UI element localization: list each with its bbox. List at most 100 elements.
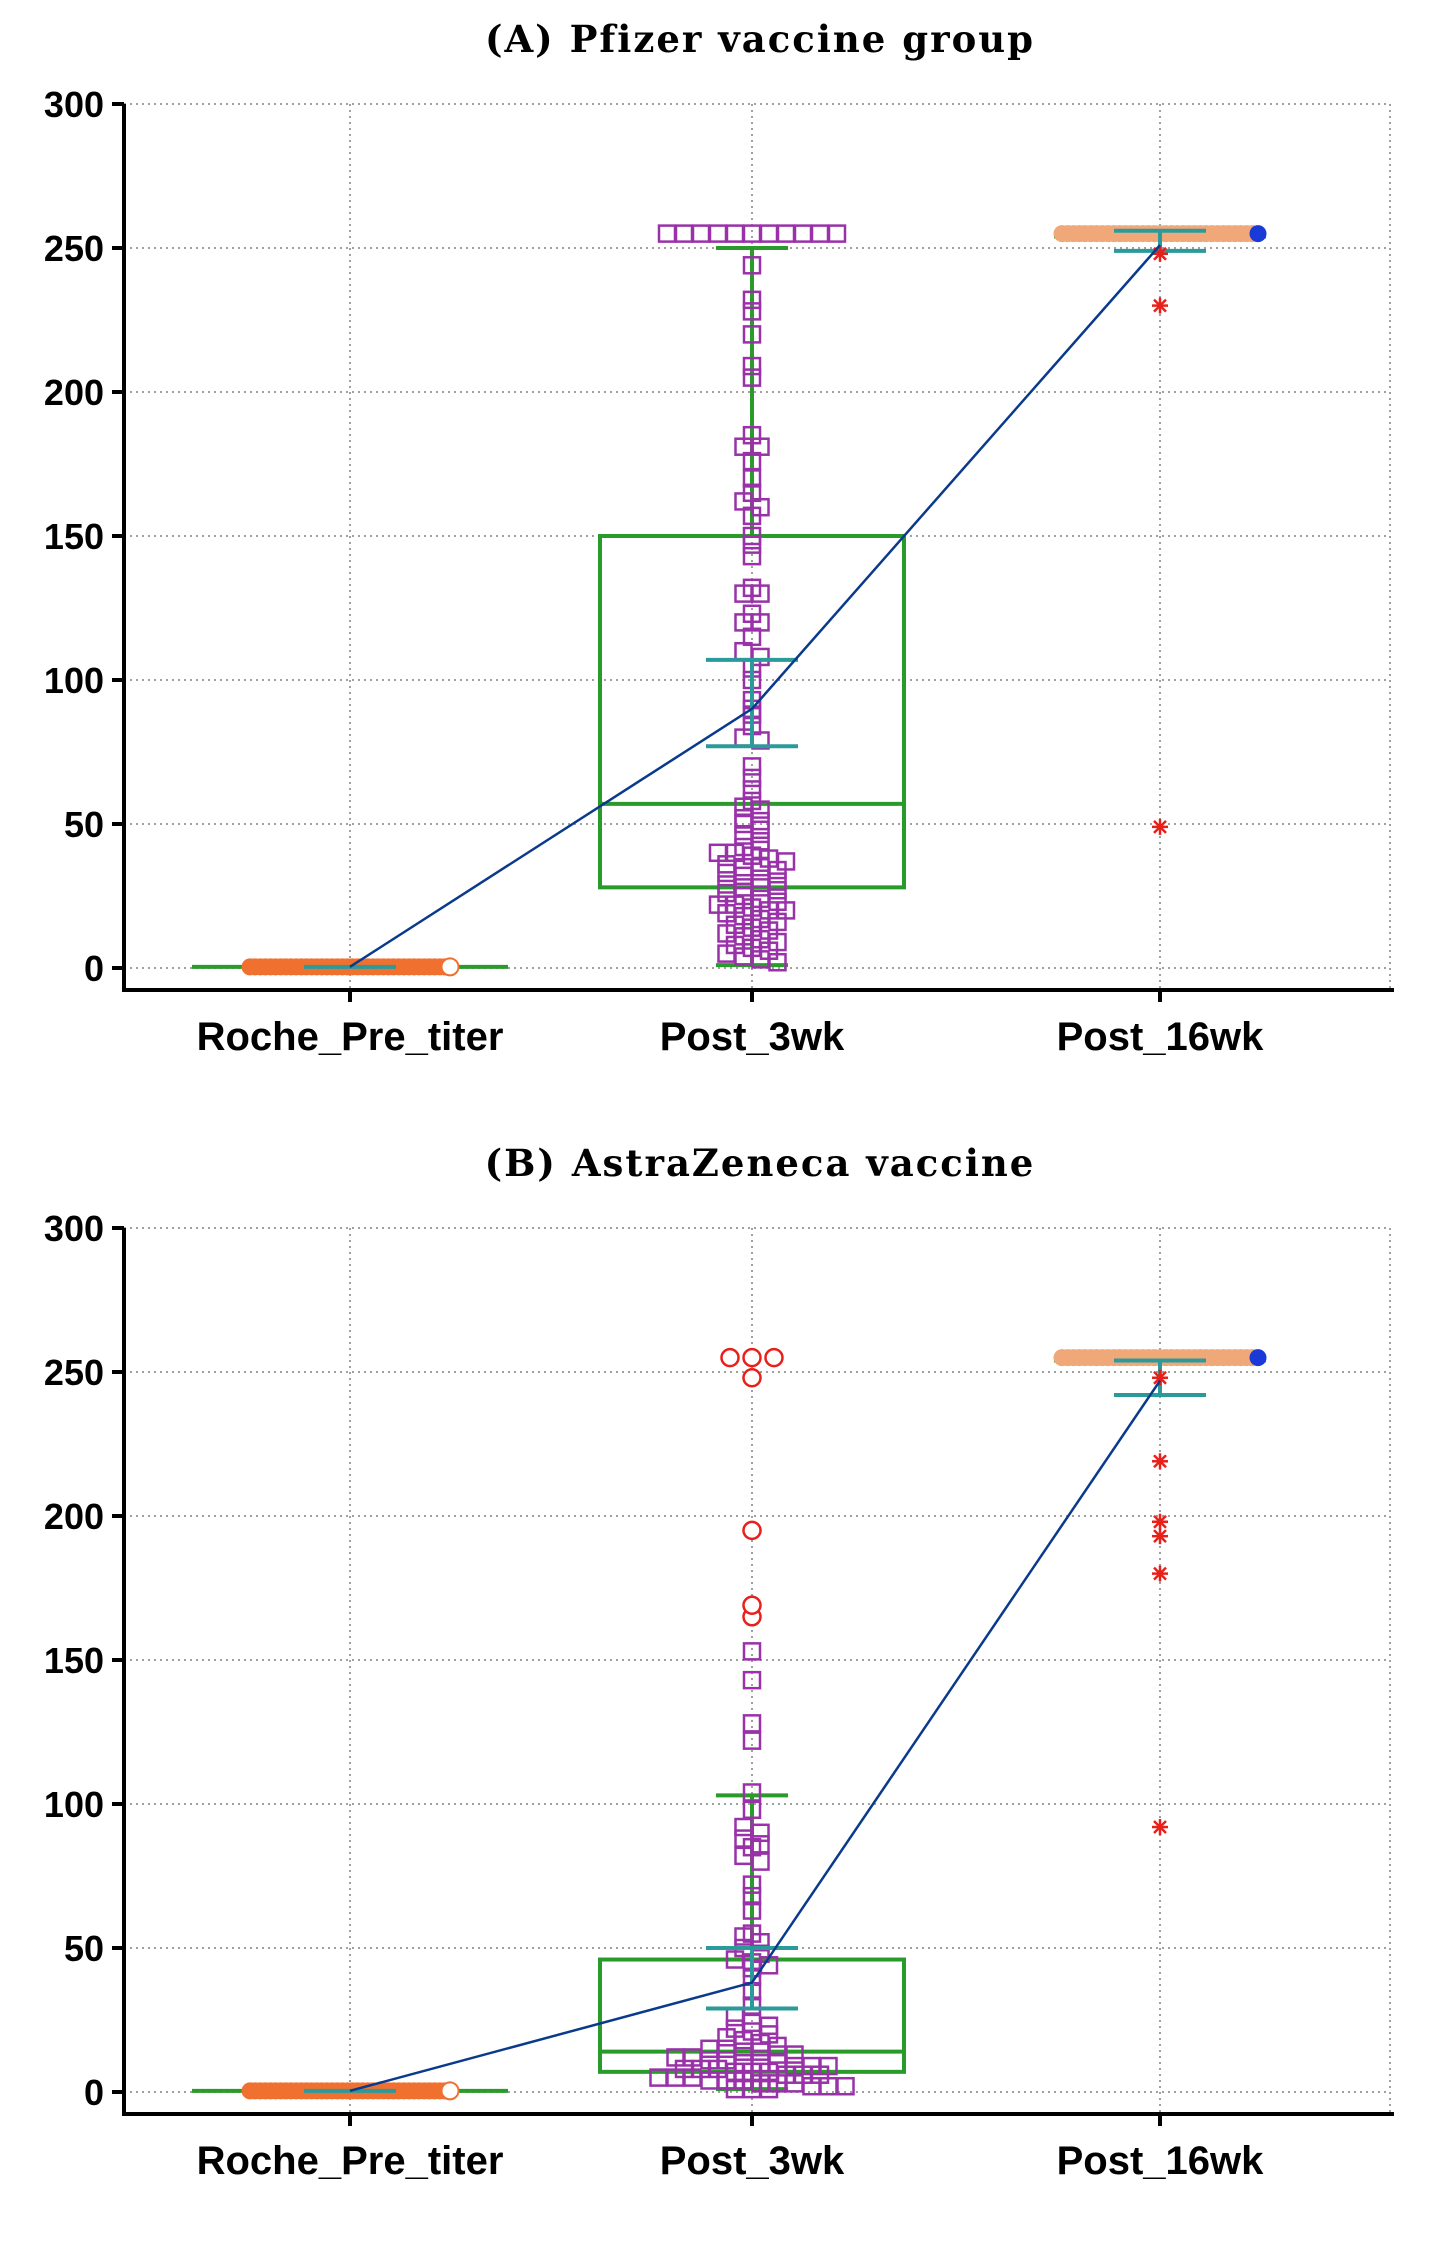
chart-b-point [751,1835,770,1854]
chart-b-mean-line [349,1379,1162,2093]
chart-a-point [751,647,770,667]
chart-b-outlier [1152,1513,1168,1530]
chart-a-point [810,224,830,243]
chart-a-point [742,425,762,445]
chart-a-point [742,224,762,243]
chart-b-point [785,2045,804,2064]
chart-b-outlier [1152,1453,1168,1470]
chart-a-point [742,325,762,344]
chart-b-outlier [1152,1565,1168,1582]
chart-panel-a: (A) Pfizer vaccine group 0 50 100 150 200 250 3… [44,17,1394,1059]
chart-b-point [1249,1349,1267,1367]
chart-b-outlier [742,1595,762,1616]
chart-a-point [742,469,762,488]
chart-b-x-tick-label: Roche_Pre_titer [197,2139,504,2183]
chart-b-y-tick-label: 0 [84,2072,104,2113]
chart-a-point [742,483,762,503]
chart-b-y-tick-label: 100 [44,1784,104,1825]
chart-a-point [742,546,762,566]
chart-b-y-tick-label: 300 [44,1208,104,1249]
chart-a-point [768,872,787,891]
chart-b-point [725,2007,745,2027]
chart-b-y-tick-label: 200 [44,1496,104,1537]
chart-a-outlier [1152,297,1168,314]
chart-a-point [742,356,762,376]
chart-a-point [793,224,813,243]
chart-a-point [742,256,762,275]
chart-a-point [440,957,460,977]
chart-b-outlier-stroke [1153,1454,1167,1469]
chart-a-point [691,224,711,243]
chart-a-outlier-stroke [1153,246,1167,261]
chart-a-point [708,224,728,243]
chart-b-outlier-stroke [1153,1820,1167,1834]
chart-b-outlier [742,1347,762,1368]
chart-b-point [717,2039,736,2059]
chart-b-x-tick-label: Post_16wk [1057,2139,1265,2183]
chart-b-point [700,2039,719,2059]
chart-b-point [836,2076,855,2096]
chart-b-point [742,1924,762,1943]
chart-a-point [742,290,762,310]
chart-a-point [657,224,677,243]
chart-a-point [742,791,762,811]
chart-b-point [742,1714,762,1733]
chart-a-point [742,302,762,321]
chart-b-outlier [720,1347,740,1368]
chart-a-x-tick-label: Post_16wk [1057,1015,1265,1059]
chart-b-x-tick-label: Post_3wk [660,2139,845,2183]
chart-b-outlier [1152,1369,1168,1386]
chart-b-outlier [1152,1819,1168,1836]
chart-a-point [827,224,847,243]
chart-a-point [742,578,762,598]
chart-b-point [440,2081,460,2101]
chart-b-point [742,1783,762,1802]
chart-b-point [742,1901,762,1920]
chart-b-y-tick-label: 50 [64,1928,104,1969]
chart-a-y-tick-label: 100 [44,660,104,701]
chart-b-point [742,1875,762,1894]
chart-a-point [776,224,796,243]
chart-b-point [734,1817,753,1837]
chart-a-outlier-stroke [1153,298,1167,313]
chart-b-point [759,2016,779,2036]
chart-b-outlier-stroke [1153,1566,1167,1581]
chart-a-x-tick-label: Roche_Pre_titer [197,1015,504,1059]
chart-a-y-tick-label: 0 [84,948,104,989]
chart-a-y-tick-label: 150 [44,516,104,557]
chart-b-outlier [742,1368,762,1388]
chart-b-outlier-stroke [1153,1514,1167,1529]
chart-b-point [742,1731,762,1750]
chart-a-point [734,826,753,845]
chart-a-point [742,780,762,799]
chart-b-outlier [764,1347,784,1368]
chart-b-outlier-stroke [1153,1529,1167,1544]
chart-a-x-tick-label: Post_3wk [660,1015,845,1059]
chart-a-y-tick-label: 50 [64,804,104,845]
chart-a-point [768,892,787,912]
chart-b: (B) AstraZeneca vaccine 0 50 100 150 200 250 30… [44,1141,1394,2183]
chart-a-point [742,526,762,546]
chart-a-point [1249,225,1267,243]
chart-a-outlier [1152,818,1168,835]
chart-a-y-tick-label: 250 [44,228,104,269]
chart-a-y-tick-label: 300 [44,84,104,125]
chart-b-point [819,2056,838,2076]
chart-a-y-tick-label: 200 [44,372,104,413]
chart-a-point [742,368,762,387]
chart-panel-b: (B) AstraZeneca vaccine 0 50 100 150 200 250 30… [0,1124,1438,2248]
chart-a-point [742,757,762,776]
chart-b-point [742,1886,762,1906]
chart-b-point [742,1642,762,1661]
chart-a-mean-line [349,244,1161,968]
chart-a-point [674,224,694,243]
chart-b-y-tick-label: 250 [44,1352,104,1393]
chart-b-title: (B) AstraZeneca vaccine [485,1141,1036,1185]
chart-b-point [751,1823,770,1843]
chart-b-outlier-stroke [1153,1370,1167,1385]
chart-a-point [742,768,762,788]
chart-a-title: (A) Pfizer vaccine group [485,17,1035,61]
chart-b-point [742,1800,762,1820]
chart-a-point [776,852,796,871]
chart-b-y-tick-label: 150 [44,1640,104,1681]
